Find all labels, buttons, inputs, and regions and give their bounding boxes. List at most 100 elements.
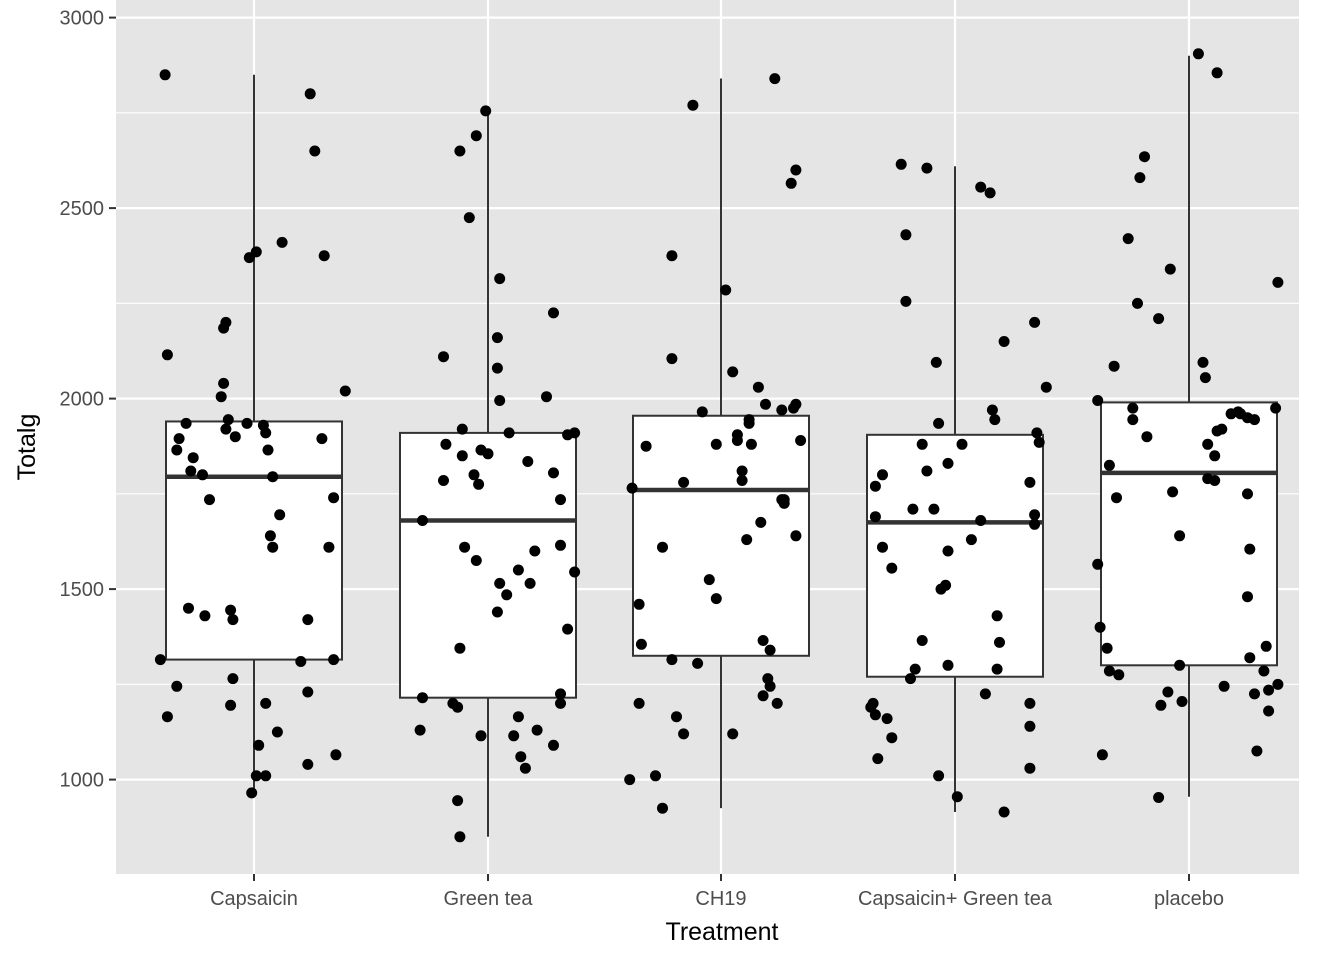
data-point [1174, 530, 1186, 542]
data-point [229, 431, 241, 443]
data-point [1167, 486, 1179, 498]
data-point [965, 534, 977, 546]
data-point [921, 465, 933, 477]
data-point [1162, 686, 1174, 698]
data-point [1197, 356, 1209, 368]
data-point [494, 273, 506, 285]
data-point [942, 457, 954, 469]
data-point [555, 688, 566, 700]
data-point [1192, 48, 1204, 60]
data-point [869, 709, 881, 721]
data-point [473, 478, 485, 490]
data-point [624, 774, 636, 786]
data-point [1103, 459, 1115, 471]
data-point [246, 787, 258, 799]
data-point [264, 530, 276, 542]
data-point [225, 699, 237, 711]
data-point [666, 353, 678, 365]
data-point [1249, 688, 1260, 700]
data-point [508, 730, 520, 742]
data-point [1244, 543, 1256, 555]
data-point [678, 476, 690, 488]
data-point [1155, 699, 1167, 711]
data-point [942, 659, 954, 671]
data-point [1202, 438, 1214, 450]
data-point [1211, 67, 1223, 79]
data-point [328, 492, 340, 504]
data-point [491, 606, 503, 618]
data-point [438, 475, 449, 486]
data-point [1270, 402, 1282, 414]
data-point [650, 770, 661, 782]
box [399, 431, 577, 699]
data-point [867, 697, 879, 709]
data-point [1242, 488, 1253, 500]
data-point [183, 602, 194, 614]
data-point [250, 770, 262, 782]
data-point [438, 351, 449, 363]
data-point [1216, 423, 1228, 435]
data-point [869, 480, 881, 492]
data-point [222, 414, 234, 426]
data-point [220, 423, 232, 435]
data-point [886, 562, 898, 574]
data-point [519, 762, 531, 774]
y-tick-label: 3000 [60, 8, 105, 30]
data-point [1029, 509, 1041, 521]
data-point [1218, 680, 1230, 692]
data-point [900, 295, 912, 307]
data-point [743, 417, 755, 429]
data-point [872, 753, 884, 765]
data-point [785, 177, 797, 189]
data-point [468, 469, 480, 481]
data-point [1134, 172, 1146, 184]
data-point [1176, 696, 1188, 707]
data-point [1141, 431, 1153, 443]
data-point [687, 99, 699, 111]
data-point [339, 385, 351, 397]
data-point [795, 435, 807, 446]
data-point [1024, 697, 1036, 709]
data-point [633, 598, 645, 610]
data-point [494, 395, 506, 406]
data-point [1101, 642, 1113, 654]
data-point [998, 806, 1010, 818]
data-point [1263, 684, 1275, 696]
data-point [463, 212, 475, 224]
data-point [886, 732, 898, 744]
data-point [916, 635, 928, 646]
data-point [262, 444, 274, 456]
data-point [267, 541, 279, 553]
data-point [569, 427, 581, 439]
data-point [1103, 665, 1115, 677]
data-point [302, 686, 314, 698]
data-point [1174, 659, 1186, 671]
y-tick-label: 1000 [60, 770, 105, 792]
data-point [271, 726, 283, 738]
data-point [1127, 402, 1139, 414]
data-point [710, 593, 722, 605]
data-point [260, 770, 272, 782]
data-point [776, 404, 788, 416]
data-point [771, 697, 783, 709]
data-point [752, 381, 764, 393]
data-point [907, 503, 919, 515]
data-point [555, 539, 566, 551]
data-point [991, 610, 1003, 622]
data-point [1024, 762, 1036, 774]
data-point [197, 469, 208, 481]
data-point [548, 307, 559, 319]
data-point [452, 795, 464, 807]
data-point [417, 692, 428, 704]
data-point [1258, 665, 1270, 677]
data-point [548, 739, 559, 751]
data-point [731, 435, 743, 446]
data-point [154, 654, 166, 666]
data-point [454, 831, 466, 843]
data-point [984, 187, 996, 199]
data-point [555, 494, 566, 506]
x-axis: Capsaicin Green tea CH19 Capsaicin+ Green t… [210, 874, 1224, 910]
data-point [501, 589, 513, 601]
data-point [316, 433, 328, 445]
data-point [1113, 669, 1125, 681]
